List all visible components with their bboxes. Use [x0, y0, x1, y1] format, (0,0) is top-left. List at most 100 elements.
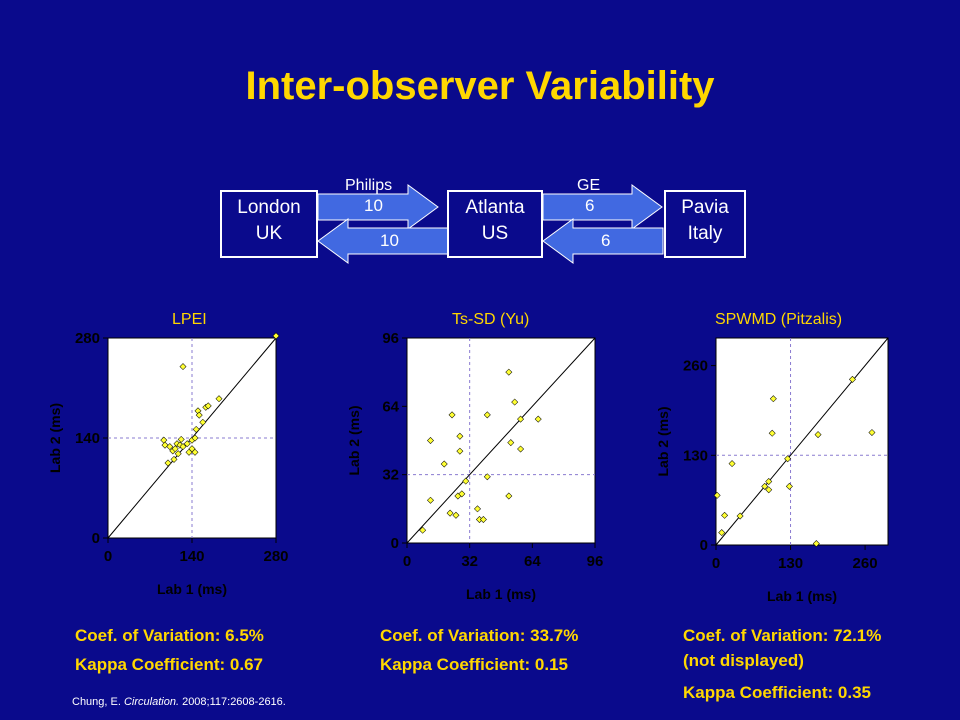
data-point — [784, 455, 792, 463]
data-point — [195, 411, 203, 419]
data-point — [170, 455, 178, 463]
atlanta-box: Atlanta US — [447, 190, 543, 258]
scatter-chart-tssd: 0 32 64 96 0 32 64 96 Lab 1 (ms) Lab 2 (ms) — [346, 330, 604, 602]
y-tick-label: 32 — [382, 467, 399, 484]
data-point — [192, 425, 200, 433]
data-point — [191, 434, 199, 442]
pavia-box: Pavia Italy — [664, 190, 746, 258]
data-point — [474, 505, 481, 513]
data-point — [160, 436, 168, 444]
data-point — [183, 440, 191, 448]
citation-rest: 2008;117:2608-2616. — [179, 696, 286, 708]
data-point — [814, 431, 822, 439]
data-point — [427, 496, 434, 504]
data-point — [736, 512, 744, 520]
data-point — [188, 445, 196, 453]
data-point — [456, 447, 464, 455]
y-axis-label: Lab 2 (ms) — [47, 403, 63, 473]
data-point — [728, 460, 736, 468]
identity-line — [715, 337, 889, 546]
data-point — [462, 477, 470, 485]
stat-kappa-lpei: Kappa Coefficient: 0.67 — [75, 655, 263, 674]
data-point — [452, 511, 460, 519]
arrow-london-to-atlanta — [317, 184, 439, 230]
data-point — [166, 443, 174, 451]
x-tick-label: 280 — [263, 548, 288, 565]
data-point — [718, 529, 726, 537]
chart-title-spwmd: SPWMD (Pitzalis) — [715, 311, 843, 328]
data-point — [848, 375, 856, 383]
y-tick-label: 0 — [92, 530, 100, 547]
y-axis-label: Lab 2 (ms) — [346, 405, 362, 475]
data-point — [427, 437, 434, 444]
data-point — [517, 445, 525, 453]
data-point — [174, 450, 182, 458]
chart-title-lpei: LPEI — [172, 311, 207, 328]
x-tick-label: 0 — [403, 553, 411, 570]
flow-arrows — [317, 184, 664, 264]
data-point — [483, 473, 491, 481]
london-box: London UK — [220, 190, 318, 258]
data-point — [479, 516, 487, 523]
citation-author: Chung, E. — [72, 696, 124, 708]
citation: Chung, E. Circulation. 2008;117:2608-261… — [72, 696, 286, 708]
count-atlanta-to-london: 10 — [380, 231, 399, 250]
data-point — [507, 439, 515, 447]
x-tick-label: 0 — [104, 548, 112, 565]
x-tick-label: 64 — [524, 553, 541, 570]
data-point — [534, 415, 542, 423]
y-tick-label: 280 — [75, 330, 100, 347]
data-point — [768, 429, 776, 437]
x-tick-label: 96 — [587, 553, 604, 570]
y-axis-label: Lab 2 (ms) — [655, 406, 671, 476]
pavia-city: Pavia — [681, 197, 729, 218]
data-point — [272, 332, 280, 340]
stat-kappa-tssd: Kappa Coefficient: 0.15 — [380, 655, 568, 674]
y-tick-label: 140 — [75, 430, 100, 447]
citation-journal: Circulation. — [123, 696, 180, 708]
data-point — [511, 398, 519, 406]
data-point — [868, 429, 876, 436]
stat-note-spwmd: (not displayed) — [683, 651, 804, 670]
count-pavia-to-atlanta: 6 — [601, 231, 611, 250]
x-tick-label: 0 — [712, 555, 720, 572]
pavia-country: Italy — [687, 223, 723, 244]
data-point — [215, 395, 223, 403]
stat-kappa-spwmd: Kappa Coefficient: 0.35 — [683, 683, 871, 702]
data-point — [458, 490, 466, 498]
data-point — [483, 411, 491, 419]
x-axis-label: Lab 1 (ms) — [157, 581, 227, 597]
data-point — [475, 516, 483, 523]
data-point — [164, 459, 172, 467]
y-tick-label: 96 — [382, 330, 399, 347]
x-axis-label: Lab 1 (ms) — [466, 586, 536, 602]
data-point — [765, 478, 773, 485]
atlanta-country: US — [481, 223, 509, 244]
data-point — [204, 402, 212, 410]
data-point — [812, 540, 820, 548]
x-tick-label: 140 — [179, 548, 204, 565]
data-point — [171, 445, 179, 453]
arrow-atlanta-to-pavia — [542, 184, 663, 230]
data-point — [419, 526, 427, 534]
y-tick-label: 0 — [391, 535, 399, 552]
atlanta-city: Atlanta — [465, 197, 525, 218]
scatter-chart-lpei: 0 140 280 0 140 280 Lab 1 (ms) Lab 2 (ms) — [47, 330, 289, 597]
arrow-pavia-to-atlanta — [542, 218, 664, 264]
y-tick-label: 0 — [700, 537, 708, 554]
scatter-chart-spwmd: 0 130 260 0 130 260 Lab 1 (ms) Lab 2 (ms) — [655, 337, 889, 604]
stat-cov-spwmd: Coef. of Variation: 72.1% — [683, 626, 882, 645]
chart-title-tssd: Ts-SD (Yu) — [452, 311, 530, 328]
x-tick-label: 260 — [853, 555, 878, 572]
data-point — [785, 482, 793, 490]
count-atlanta-to-pavia: 6 — [585, 196, 595, 215]
count-london-to-atlanta: 10 — [364, 196, 383, 215]
vendor-ge: GE — [577, 177, 601, 194]
london-city: London — [237, 197, 301, 218]
data-point — [179, 363, 187, 371]
data-point — [721, 511, 729, 519]
data-point — [761, 482, 769, 490]
data-point — [177, 435, 185, 443]
data-point — [505, 368, 513, 376]
data-point — [517, 415, 525, 423]
